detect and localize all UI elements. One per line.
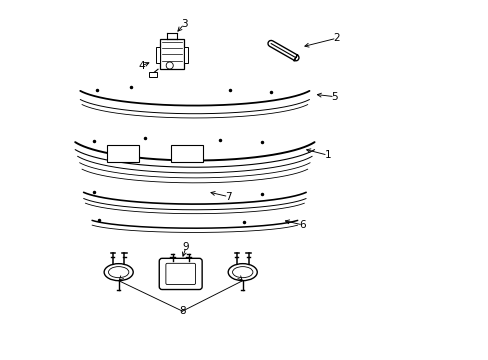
FancyBboxPatch shape: [170, 145, 203, 162]
Bar: [183, 47, 188, 63]
Text: 5: 5: [331, 92, 338, 102]
FancyBboxPatch shape: [107, 145, 139, 162]
Bar: [149, 72, 157, 77]
Ellipse shape: [104, 264, 133, 281]
FancyBboxPatch shape: [159, 258, 202, 289]
Text: 9: 9: [183, 242, 189, 252]
Text: 7: 7: [225, 192, 231, 202]
Bar: [155, 47, 160, 63]
Text: 1: 1: [324, 150, 330, 160]
Text: 2: 2: [333, 33, 339, 43]
Bar: [160, 39, 183, 69]
Text: 6: 6: [299, 220, 305, 230]
Text: 8: 8: [179, 306, 185, 316]
Text: 3: 3: [181, 19, 187, 29]
Text: 4: 4: [138, 61, 145, 71]
Ellipse shape: [228, 264, 257, 281]
